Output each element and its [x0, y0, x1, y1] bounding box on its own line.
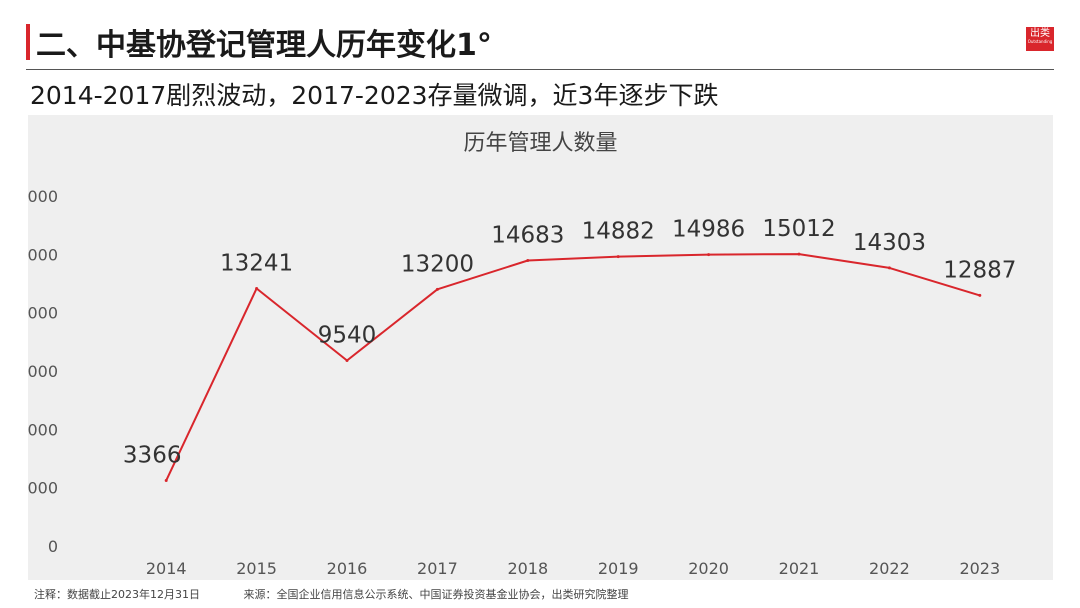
footnote-note: 注释：数据截止2023年12月31日	[34, 588, 200, 601]
y-tick-label: 15000	[28, 245, 58, 264]
x-tick-label: 2022	[869, 559, 910, 578]
logo-text: 出类	[1030, 28, 1050, 39]
x-tick-label: 2017	[417, 559, 458, 578]
data-point	[526, 258, 530, 262]
data-point	[797, 252, 801, 256]
x-tick-label: 2018	[507, 559, 548, 578]
y-tick-label: 6000	[28, 420, 58, 439]
data-point	[616, 255, 620, 259]
data-point	[435, 287, 439, 291]
data-label: 13200	[401, 251, 474, 277]
data-label: 9540	[318, 323, 377, 349]
data-label: 13241	[220, 251, 293, 277]
data-point	[887, 266, 891, 270]
series-line	[165, 253, 981, 482]
chart-title: 历年管理人数量	[463, 131, 618, 156]
x-tick-label: 2015	[236, 559, 277, 578]
y-tick-label: 18000	[28, 187, 58, 206]
page-title: 二、中基协登记管理人历年变化1°	[36, 28, 492, 63]
data-point	[345, 359, 349, 362]
logo-subtext: Outstanding	[1027, 38, 1053, 44]
header-divider	[26, 69, 1054, 70]
data-label: 15012	[762, 216, 835, 242]
title-accent-bar	[26, 24, 30, 60]
data-label: 14303	[853, 230, 926, 256]
chart-panel: 历年管理人数量 0 3000 6000 9000 12000 15000 18000 2014…	[28, 115, 1053, 580]
data-label: 14986	[672, 217, 745, 243]
data-label: 14683	[491, 222, 564, 248]
data-point	[978, 293, 982, 297]
x-tick-label: 2021	[779, 559, 820, 578]
y-tick-label: 0	[48, 537, 58, 556]
data-point	[707, 253, 711, 257]
footnote: 注释：数据截止2023年12月31日 来源：全国企业信用信息公示系统、中国证券投…	[34, 586, 629, 602]
x-tick-label: 2020	[688, 559, 729, 578]
data-point	[164, 479, 168, 483]
x-tick-label: 2019	[598, 559, 639, 578]
data-label: 3366	[123, 443, 182, 469]
y-tick-label: 9000	[28, 362, 58, 381]
x-tick-label: 2014	[146, 559, 187, 578]
x-tick-label: 2016	[327, 559, 368, 578]
data-label: 14882	[582, 219, 655, 245]
data-point	[255, 287, 259, 291]
data-label: 12887	[943, 257, 1016, 283]
brand-logo-icon: 出类 Outstanding	[1026, 27, 1054, 51]
y-tick-label: 12000	[28, 304, 58, 323]
x-tick-label: 2023	[959, 559, 1000, 578]
footnote-source: 来源：全国企业信用信息公示系统、中国证券投资基金业协会，出类研究院整理	[243, 588, 629, 601]
y-tick-label: 3000	[28, 479, 58, 498]
line-chart: 0 3000 6000 9000 12000 15000 18000 2014 2015 2016…	[28, 187, 1016, 578]
page-subtitle: 2014-2017剧烈波动，2017-2023存量微调，近3年逐步下跌	[30, 81, 719, 110]
